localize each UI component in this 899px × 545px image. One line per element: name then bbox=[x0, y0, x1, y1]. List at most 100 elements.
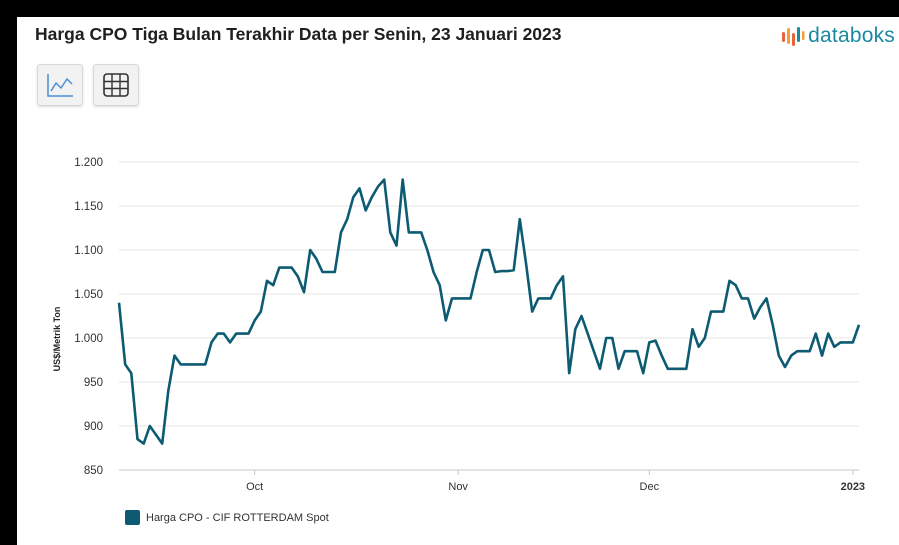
data-point[interactable] bbox=[511, 267, 517, 273]
data-point[interactable] bbox=[776, 353, 782, 359]
data-point[interactable] bbox=[449, 295, 455, 301]
data-point[interactable] bbox=[856, 322, 862, 328]
data-point[interactable] bbox=[239, 331, 245, 337]
data-point[interactable] bbox=[301, 289, 307, 295]
data-point[interactable] bbox=[801, 348, 807, 354]
data-point[interactable] bbox=[492, 269, 498, 275]
data-point[interactable] bbox=[603, 335, 609, 341]
data-point[interactable] bbox=[461, 295, 467, 301]
data-point[interactable] bbox=[387, 229, 393, 235]
data-point[interactable] bbox=[443, 317, 449, 323]
data-point[interactable] bbox=[486, 247, 492, 253]
data-point[interactable] bbox=[535, 295, 541, 301]
data-point[interactable] bbox=[276, 265, 282, 271]
chart-view-button[interactable] bbox=[37, 64, 83, 106]
data-point[interactable] bbox=[116, 300, 122, 306]
data-point[interactable] bbox=[202, 361, 208, 367]
data-point[interactable] bbox=[147, 423, 153, 429]
data-point[interactable] bbox=[431, 269, 437, 275]
data-point[interactable] bbox=[844, 339, 850, 345]
data-point[interactable] bbox=[338, 229, 344, 235]
data-point[interactable] bbox=[665, 366, 671, 372]
data-point[interactable] bbox=[566, 370, 572, 376]
data-point[interactable] bbox=[498, 268, 504, 274]
data-point[interactable] bbox=[850, 339, 856, 345]
data-point[interactable] bbox=[764, 295, 770, 301]
data-point[interactable] bbox=[671, 366, 677, 372]
data-point[interactable] bbox=[165, 388, 171, 394]
data-point[interactable] bbox=[517, 216, 523, 222]
data-point[interactable] bbox=[424, 247, 430, 253]
data-point[interactable] bbox=[289, 265, 295, 271]
data-point[interactable] bbox=[616, 366, 622, 372]
data-point[interactable] bbox=[474, 269, 480, 275]
data-point[interactable] bbox=[702, 335, 708, 341]
data-point[interactable] bbox=[720, 309, 726, 315]
data-point[interactable] bbox=[529, 309, 535, 315]
data-point[interactable] bbox=[128, 370, 134, 376]
brand-logo[interactable]: databoks bbox=[781, 23, 895, 49]
data-point[interactable] bbox=[597, 366, 603, 372]
data-point[interactable] bbox=[344, 216, 350, 222]
data-point[interactable] bbox=[332, 269, 338, 275]
data-point[interactable] bbox=[554, 282, 560, 288]
data-point[interactable] bbox=[542, 295, 548, 301]
legend[interactable]: Harga CPO - CIF ROTTERDAM Spot bbox=[125, 510, 329, 525]
data-point[interactable] bbox=[326, 269, 332, 275]
data-point[interactable] bbox=[350, 194, 356, 200]
data-point[interactable] bbox=[412, 229, 418, 235]
data-point[interactable] bbox=[480, 247, 486, 253]
data-point[interactable] bbox=[813, 331, 819, 337]
data-point[interactable] bbox=[357, 185, 363, 191]
data-point[interactable] bbox=[677, 366, 683, 372]
data-point[interactable] bbox=[258, 309, 264, 315]
data-point[interactable] bbox=[141, 441, 147, 447]
data-point[interactable] bbox=[246, 331, 252, 337]
data-point[interactable] bbox=[406, 229, 412, 235]
data-point[interactable] bbox=[770, 322, 776, 328]
data-point[interactable] bbox=[653, 338, 659, 344]
data-point[interactable] bbox=[184, 361, 190, 367]
data-point[interactable] bbox=[190, 361, 196, 367]
data-point[interactable] bbox=[782, 364, 788, 370]
data-point[interactable] bbox=[196, 361, 202, 367]
data-point[interactable] bbox=[375, 184, 381, 190]
data-point[interactable] bbox=[708, 309, 714, 315]
data-point[interactable] bbox=[400, 177, 406, 183]
data-point[interactable] bbox=[640, 370, 646, 376]
data-point[interactable] bbox=[739, 295, 745, 301]
data-point[interactable] bbox=[585, 331, 591, 337]
data-point[interactable] bbox=[153, 432, 159, 438]
data-point[interactable] bbox=[215, 331, 221, 337]
data-point[interactable] bbox=[418, 229, 424, 235]
data-point[interactable] bbox=[221, 331, 227, 337]
data-point[interactable] bbox=[270, 282, 276, 288]
data-point[interactable] bbox=[807, 348, 813, 354]
data-point[interactable] bbox=[591, 348, 597, 354]
series-line[interactable] bbox=[117, 178, 861, 445]
data-point[interactable] bbox=[646, 339, 652, 345]
data-point[interactable] bbox=[727, 278, 733, 284]
data-point[interactable] bbox=[751, 316, 757, 322]
data-point[interactable] bbox=[572, 326, 578, 332]
data-point[interactable] bbox=[227, 339, 233, 345]
data-point[interactable] bbox=[690, 326, 696, 332]
table-view-button[interactable] bbox=[93, 64, 139, 106]
data-point[interactable] bbox=[831, 344, 837, 350]
data-point[interactable] bbox=[757, 304, 763, 310]
data-point[interactable] bbox=[560, 273, 566, 279]
data-point[interactable] bbox=[320, 269, 326, 275]
data-point[interactable] bbox=[696, 344, 702, 350]
data-point[interactable] bbox=[313, 256, 319, 262]
data-point[interactable] bbox=[394, 243, 400, 249]
data-point[interactable] bbox=[788, 353, 794, 359]
data-point[interactable] bbox=[264, 278, 270, 284]
data-point[interactable] bbox=[659, 353, 665, 359]
data-point[interactable] bbox=[468, 295, 474, 301]
data-point[interactable] bbox=[159, 441, 165, 447]
data-point[interactable] bbox=[794, 348, 800, 354]
data-point[interactable] bbox=[178, 361, 184, 367]
data-point[interactable] bbox=[135, 436, 141, 442]
data-point[interactable] bbox=[628, 348, 634, 354]
data-point[interactable] bbox=[172, 353, 178, 359]
